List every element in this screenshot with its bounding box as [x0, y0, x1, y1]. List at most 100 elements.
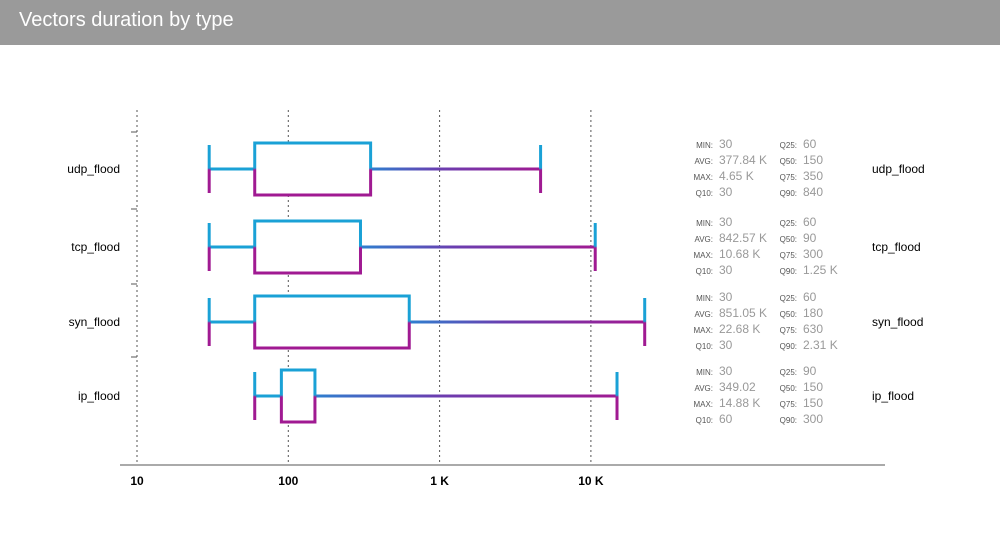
box-ip_flood	[253, 368, 619, 424]
axis-layer: 10 100 1 K 10 K	[120, 131, 885, 488]
stats-udp_flood: MIN: 30 Q25: 60 AVG: 377.84 K Q50: 150 MAX: 4.65 …	[693, 137, 823, 199]
stat-value: 90	[803, 364, 817, 378]
stat-key: Q25:	[780, 141, 797, 150]
stat-key: AVG:	[694, 384, 713, 393]
stat-key: Q50:	[780, 157, 797, 166]
lower-whisker-cap	[207, 223, 211, 271]
stat-value: 842.57 K	[719, 231, 767, 245]
stat-value: 30	[719, 185, 733, 199]
stat-value: 349.02	[719, 380, 756, 394]
stat-value: 60	[719, 412, 733, 426]
stat-key: Q75:	[780, 326, 797, 335]
stat-key: Q90:	[780, 267, 797, 276]
stat-key: MAX:	[693, 400, 713, 409]
stat-value: 150	[803, 396, 823, 410]
stat-value: 300	[803, 247, 823, 261]
x-tick-label: 100	[278, 474, 298, 488]
category-label-right: tcp_flood	[872, 240, 921, 254]
lower-whisker-cap	[253, 372, 257, 420]
upper-whisker-cap	[539, 145, 543, 193]
category-label-right: ip_flood	[872, 389, 914, 403]
iqr-box	[253, 219, 362, 275]
stat-key: MAX:	[693, 326, 713, 335]
stat-key: AVG:	[694, 235, 713, 244]
iqr-box	[253, 294, 411, 350]
stat-key: MAX:	[693, 251, 713, 260]
stat-value: 180	[803, 306, 823, 320]
stat-value: 10.68 K	[719, 247, 760, 261]
stats-syn_flood: MIN: 30 Q25: 60 AVG: 851.05 K Q50: 180 MAX: 22.68…	[693, 290, 837, 352]
stat-value: 1.25 K	[803, 263, 838, 277]
chart-header: Vectors duration by type	[0, 0, 1000, 45]
upper-whisker-line	[314, 394, 618, 398]
stat-value: 60	[803, 137, 817, 151]
stat-key: Q90:	[780, 416, 797, 425]
upper-whisker-cap	[643, 298, 647, 346]
stat-key: Q25:	[780, 294, 797, 303]
x-tick-label: 1 K	[430, 474, 449, 488]
stat-value: 60	[803, 215, 817, 229]
stat-value: 150	[803, 380, 823, 394]
stat-key: Q75:	[780, 173, 797, 182]
stat-key: Q50:	[780, 235, 797, 244]
iqr-box	[253, 141, 373, 197]
category-label-left: tcp_flood	[71, 240, 120, 254]
x-tick-label: 10 K	[578, 474, 604, 488]
category-label-right: syn_flood	[872, 315, 923, 329]
stat-value: 150	[803, 153, 823, 167]
stat-value: 30	[719, 137, 733, 151]
stat-key: Q50:	[780, 384, 797, 393]
stat-value: 630	[803, 322, 823, 336]
stat-value: 30	[719, 290, 733, 304]
box-tcp_flood	[207, 219, 597, 275]
stat-value: 30	[719, 263, 733, 277]
boxplot-chart: 10 100 1 K 10 K MIN: 30 Q25: 60 AVG: 377.84 K Q50…	[67, 110, 925, 488]
stat-key: Q75:	[780, 400, 797, 409]
stats-ip_flood: MIN: 30 Q25: 90 AVG: 349.02 Q50: 150 MAX: 14.88 K…	[693, 364, 823, 426]
x-tick-label: 10	[130, 474, 144, 488]
box-udp_flood	[207, 141, 543, 197]
stat-key: MIN:	[696, 368, 713, 377]
stat-value: 30	[719, 338, 733, 352]
plot-layer	[207, 141, 647, 424]
category-label-left: udp_flood	[67, 162, 120, 176]
chart-title: Vectors duration by type	[19, 9, 234, 31]
stat-key: Q50:	[780, 310, 797, 319]
stat-key: Q10:	[696, 416, 713, 425]
stat-value: 377.84 K	[719, 153, 767, 167]
upper-whisker-line	[360, 245, 596, 249]
stat-key: MIN:	[696, 219, 713, 228]
stat-value: 4.65 K	[719, 169, 754, 183]
stat-key: AVG:	[694, 157, 713, 166]
stat-key: Q25:	[780, 219, 797, 228]
stats-layer: MIN: 30 Q25: 60 AVG: 377.84 K Q50: 150 MAX: 4.65 …	[693, 137, 837, 426]
stat-key: Q25:	[780, 368, 797, 377]
stat-key: Q90:	[780, 342, 797, 351]
stat-key: MIN:	[696, 294, 713, 303]
upper-whisker-line	[370, 167, 541, 171]
category-label-right: udp_flood	[872, 162, 925, 176]
stat-key: Q90:	[780, 189, 797, 198]
stat-key: Q75:	[780, 251, 797, 260]
category-label-left: ip_flood	[78, 389, 120, 403]
lower-whisker-cap	[207, 145, 211, 193]
box-syn_flood	[207, 294, 647, 350]
stat-value: 30	[719, 215, 733, 229]
stat-value: 300	[803, 412, 823, 426]
stat-value: 30	[719, 364, 733, 378]
stat-value: 840	[803, 185, 823, 199]
stat-key: MIN:	[696, 141, 713, 150]
stat-key: MAX:	[693, 173, 713, 182]
stat-key: AVG:	[694, 310, 713, 319]
lower-whisker-cap	[207, 298, 211, 346]
stat-value: 60	[803, 290, 817, 304]
iqr-box	[279, 368, 317, 424]
stat-value: 851.05 K	[719, 306, 767, 320]
upper-whisker-cap	[615, 372, 619, 420]
stat-value: 90	[803, 231, 817, 245]
stat-key: Q10:	[696, 189, 713, 198]
upper-whisker-cap	[593, 223, 597, 271]
stat-value: 14.88 K	[719, 396, 760, 410]
stat-value: 22.68 K	[719, 322, 760, 336]
stats-tcp_flood: MIN: 30 Q25: 60 AVG: 842.57 K Q50: 90 MAX: 10.68 …	[693, 215, 837, 277]
